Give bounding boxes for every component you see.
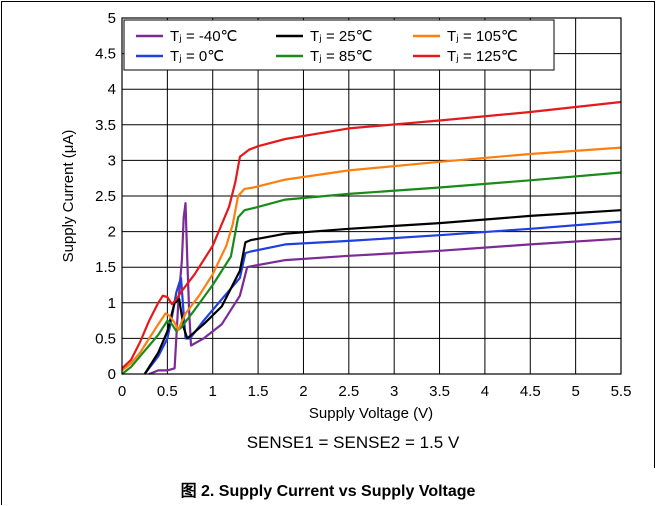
x-tick-label: 0.5 [157,383,178,400]
legend-box [123,19,555,71]
series-line-4 [121,146,622,372]
plot-area-border [121,17,622,375]
y-tick-label: 0 [108,366,116,383]
series-line-2 [143,209,622,375]
x-tick-label: 1 [209,383,217,400]
x-tick-label: 5 [571,383,579,400]
x-tick-label: 4 [481,383,489,400]
x-tick-label: 2 [299,383,307,400]
x-tick-labels: 0 0.5 1 1.5 2 2.5 3 3.5 4 4.5 5 5.5 [118,383,632,400]
y-tick-labels: 0 0.5 1 1.5 2 2.5 3 3.5 4 4.5 5 [95,10,116,383]
legend-label-4: Tⱼ = 105℃ [447,28,518,45]
legend-label-0: Tⱼ = -40℃ [170,28,237,45]
conditions-note: SENSE1 = SENSE2 = 1.5 V [247,433,460,452]
legend-label-2: Tⱼ = 25℃ [310,28,372,45]
y-tick-label: 5 [108,10,116,27]
series-line-3 [121,171,622,375]
x-tick-label: 4.5 [520,383,541,400]
y-tick-label: 4 [108,81,116,98]
x-tick-label: 5.5 [611,383,632,400]
x-tick-label: 3.5 [429,383,450,400]
grid [121,17,622,375]
x-axis-label: Supply Voltage (V) [309,405,433,422]
legend-label-5: Tⱼ = 125℃ [447,48,518,65]
series-layer [121,100,622,376]
legend: Tⱼ = -40℃ Tⱼ = 0℃ Tⱼ = 25℃ Tⱼ = 85℃ Tⱼ = 105… [123,19,555,71]
y-tick-label: 2.5 [95,188,116,205]
y-tick-label: 3 [108,152,116,169]
series-line-1 [143,220,622,375]
y-tick-label: 2 [108,224,116,241]
series-line-5 [121,100,622,370]
figure-caption: 图 2. Supply Current vs Supply Voltage [181,482,476,500]
series-line-0 [148,202,622,376]
y-axis-label: Supply Current (μA) [60,130,77,263]
legend-label-3: Tⱼ = 85℃ [310,48,372,65]
y-tick-label: 0.5 [95,330,116,347]
y-tick-label: 1.5 [95,259,116,276]
y-tick-label: 4.5 [95,46,116,63]
x-tick-label: 1.5 [248,383,269,400]
y-tick-label: 3.5 [95,117,116,134]
figure-border [1,1,655,505]
x-tick-label: 2.5 [338,383,359,400]
x-tick-label: 0 [118,383,126,400]
x-tick-label: 3 [390,383,398,400]
y-tick-label: 1 [108,295,116,312]
legend-label-1: Tⱼ = 0℃ [170,48,224,65]
